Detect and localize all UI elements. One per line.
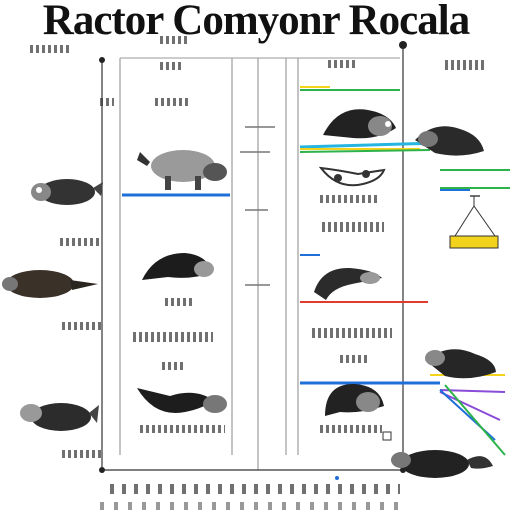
poster-title: Ractor Comyonr Rocala: [42, 0, 470, 44]
raccoon-icon: [325, 383, 384, 416]
scribble-block: [328, 60, 356, 68]
scribble-block: [165, 298, 193, 306]
raccoon-icon: [31, 179, 103, 205]
scribble-block: [155, 98, 190, 106]
platypus-icon: [2, 270, 98, 298]
scribble-block: [62, 322, 102, 330]
scribble-block: [320, 425, 382, 433]
scribble-block: [322, 222, 384, 232]
ferret-icon: [391, 450, 493, 478]
tool-panel: [449, 235, 499, 249]
raccoon-icon: [137, 150, 227, 190]
scribble-block: [445, 60, 487, 70]
scribble-block: [62, 450, 102, 458]
ferret-icon: [137, 388, 227, 413]
scribble-block: [140, 425, 225, 433]
scribble-block: [312, 328, 392, 338]
scribble-block: [110, 484, 400, 494]
scribble-block: [100, 502, 400, 510]
ferret-icon: [142, 253, 214, 280]
ferret-icon: [323, 109, 396, 139]
scribble-block: [162, 362, 186, 370]
tool-icon: [318, 166, 386, 187]
cyan-bar: [299, 141, 441, 149]
scribble-block: [320, 195, 380, 203]
scribble-block: [160, 36, 190, 44]
scribble-block: [100, 98, 114, 106]
scribble-block: [160, 62, 182, 70]
platypus-icon: [314, 267, 382, 300]
raccoon-icon: [20, 403, 99, 431]
scribble-block: [60, 238, 100, 246]
ferret-icon: [415, 126, 484, 156]
ferret-icon: [425, 349, 496, 379]
scribble-block: [340, 355, 370, 363]
scribble-block: [133, 332, 213, 342]
scribble-block: [30, 45, 70, 53]
